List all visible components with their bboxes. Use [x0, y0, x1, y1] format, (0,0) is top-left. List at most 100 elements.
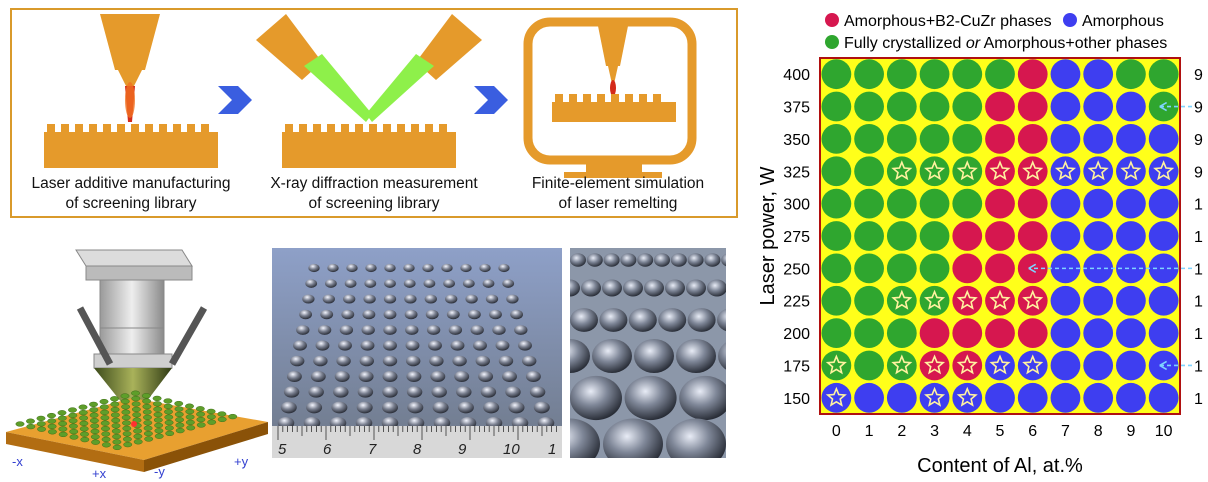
data-point — [1083, 221, 1114, 251]
data-point — [854, 124, 884, 154]
data-point — [821, 221, 852, 251]
step1-caption-line1: Laser additive manufacturing — [31, 175, 231, 192]
right-edge-label: 1 — [1194, 358, 1203, 375]
data-point — [919, 91, 950, 122]
x-tick-label: 2 — [897, 423, 906, 440]
data-point — [1050, 156, 1081, 187]
ruler-number: 8 — [413, 441, 422, 458]
x-tick-label: 4 — [963, 423, 972, 440]
data-point — [886, 188, 917, 219]
star-marker — [1022, 354, 1044, 375]
x-tick-label: 10 — [1155, 423, 1173, 440]
ruler-number: 9 — [458, 441, 467, 458]
right-edge-label: 1 — [1194, 197, 1203, 214]
y-tick-label: 350 — [783, 132, 810, 149]
data-point — [886, 318, 917, 348]
data-point — [854, 318, 884, 348]
data-point — [952, 221, 983, 251]
data-point — [854, 188, 884, 219]
x-axis-label: Content of Al, at.% — [917, 455, 1083, 477]
samples-photo: 5 6 7 8 9 10 1 — [272, 248, 562, 458]
data-point — [821, 59, 852, 90]
data-point — [1148, 59, 1179, 90]
data-point — [919, 318, 950, 348]
legend-swatch-b2 — [825, 13, 839, 27]
data-point — [952, 350, 983, 381]
right-edge-label: 1 — [1194, 294, 1203, 311]
legend-label-crystallized-or: or — [966, 35, 981, 52]
data-point — [821, 285, 852, 316]
data-point — [1116, 91, 1146, 122]
data-point — [952, 382, 983, 413]
data-point — [1116, 221, 1146, 251]
data-point — [1083, 124, 1114, 154]
data-point — [1083, 188, 1114, 219]
data-point — [821, 350, 852, 381]
y-tick-label: 175 — [783, 358, 810, 375]
x-tick-label: 1 — [865, 423, 874, 440]
data-point — [1050, 188, 1081, 219]
star-marker — [825, 354, 847, 375]
star-marker — [924, 354, 946, 375]
right-edge-label: 1 — [1194, 229, 1203, 246]
data-point — [854, 382, 884, 413]
star-marker — [956, 354, 978, 375]
data-point — [985, 91, 1015, 122]
ruler-number: 10 — [503, 441, 520, 458]
data-point — [1050, 124, 1081, 154]
legend-swatch-crystallized — [825, 35, 839, 49]
data-point — [952, 253, 983, 284]
right-edge-label: 1 — [1194, 326, 1203, 343]
y-tick-label: 150 — [783, 391, 810, 408]
data-point — [1083, 350, 1114, 381]
step2-caption-line1: X-ray diffraction measurement — [270, 175, 478, 192]
data-point — [886, 253, 917, 284]
star-marker — [1120, 160, 1142, 181]
data-point — [1116, 156, 1146, 187]
data-point — [854, 285, 884, 316]
star-marker — [1054, 160, 1076, 181]
star-marker — [1022, 160, 1044, 181]
xray-diffraction-icon — [256, 14, 482, 122]
y-axis-label: Laser power, W — [757, 166, 779, 305]
step1-caption-line2: of screening library — [65, 195, 197, 212]
data-point — [1017, 221, 1048, 251]
workflow-panel: Laser additive manufacturing of screenin… — [10, 8, 738, 218]
data-point — [854, 253, 884, 284]
y-tick-label: 250 — [783, 261, 810, 278]
data-point — [985, 221, 1015, 251]
data-point — [1083, 156, 1114, 187]
ruler-number: 1 — [548, 441, 556, 458]
data-point — [1083, 59, 1114, 90]
data-point — [1017, 156, 1048, 187]
data-point — [919, 221, 950, 251]
axis-label-pos-y: +y — [234, 454, 249, 469]
laser-nozzle-icon — [100, 14, 160, 122]
data-point — [1148, 382, 1179, 413]
data-point — [1050, 285, 1081, 316]
step2-caption-line2: of screening library — [308, 195, 440, 212]
data-point — [821, 253, 852, 284]
printer-illustration: -x +x -y +y — [6, 249, 268, 480]
data-point — [952, 318, 983, 348]
ruler-number: 5 — [278, 441, 287, 458]
arrowhead-icon — [1159, 101, 1168, 112]
data-point — [985, 318, 1015, 348]
data-point — [1116, 285, 1146, 316]
data-point — [854, 59, 884, 90]
y-tick-label: 275 — [783, 229, 810, 246]
data-point — [1083, 285, 1114, 316]
right-edge-label: 1 — [1194, 391, 1203, 408]
data-point — [1148, 124, 1179, 154]
star-marker — [924, 289, 946, 310]
data-point — [854, 350, 884, 381]
step3-caption: Finite-element simulation of laser remel… — [518, 174, 718, 214]
data-point — [985, 350, 1015, 381]
data-point — [1116, 188, 1146, 219]
data-point — [1050, 318, 1081, 348]
data-point — [985, 285, 1015, 316]
data-point — [821, 318, 852, 348]
data-point — [1050, 221, 1081, 251]
data-point — [985, 124, 1015, 154]
monitor-icon — [523, 17, 697, 178]
